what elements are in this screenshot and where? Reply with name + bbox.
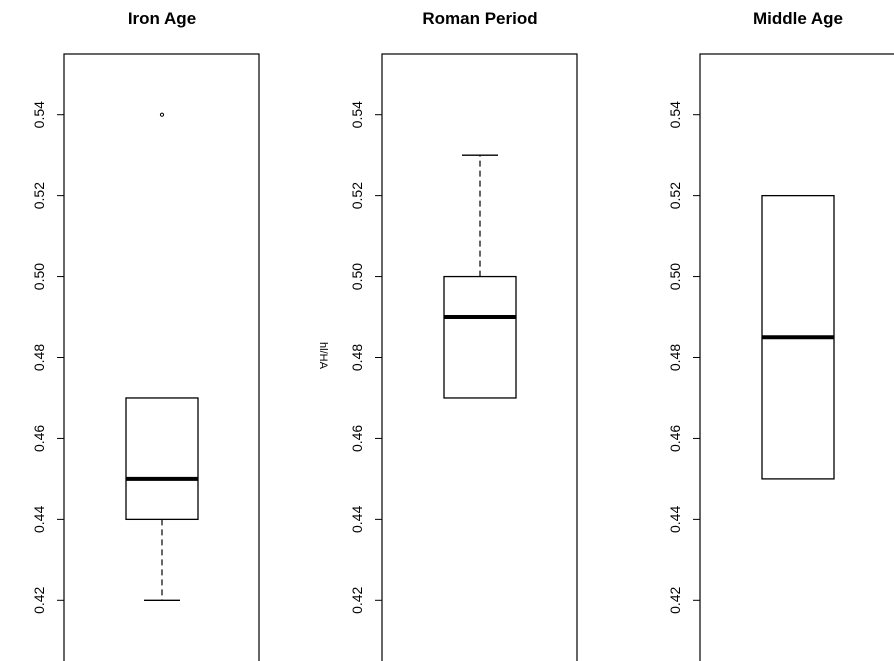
plot-frame — [381, 53, 578, 661]
panel-1: Iron Age 0.42 0.44 0.46 0.48 0.50 0.52 0.54 — [31, 9, 260, 661]
panel-3: Middle Age 0.42 0.44 0.46 0.48 0.50 0.52 0.54 — [667, 9, 894, 661]
y-tick-label: 0.46 — [31, 425, 47, 452]
y-tick-label: 0.50 — [667, 263, 683, 290]
y-tick-label: 0.52 — [349, 182, 365, 209]
y-tick-label: 0.54 — [31, 101, 47, 128]
y-tick-label: 0.46 — [349, 425, 365, 452]
y-tick-label: 0.52 — [667, 182, 683, 209]
y-tick-label: 0.42 — [31, 586, 47, 613]
y-tick-label: 0.42 — [349, 586, 365, 613]
y-tick-label: 0.48 — [31, 344, 47, 371]
outlier-point — [159, 112, 165, 117]
panel-title: Roman Period — [422, 9, 537, 28]
y-tick-label: 0.44 — [349, 506, 365, 533]
y-axis-label: hl/HA — [317, 342, 329, 370]
y-tick-label: 0.44 — [31, 506, 47, 533]
y-tick-label: 0.54 — [349, 101, 365, 128]
y-tick-label: 0.48 — [667, 344, 683, 371]
plot-frame — [63, 53, 260, 661]
panel-title: Middle Age — [753, 9, 843, 28]
panel-title: Iron Age — [128, 9, 196, 28]
y-tick-label: 0.50 — [31, 263, 47, 290]
y-tick-label: 0.46 — [667, 425, 683, 452]
panel-2: Roman Period 0.42 0.44 0.46 0.48 0.50 0.52 0.54… — [317, 9, 578, 661]
y-tick-label: 0.42 — [667, 586, 683, 613]
box — [443, 275, 517, 399]
y-tick-label: 0.52 — [31, 182, 47, 209]
y-tick-label: 0.44 — [667, 506, 683, 533]
box — [125, 397, 199, 521]
y-tick-label: 0.48 — [349, 344, 365, 371]
plot-frame — [699, 53, 894, 661]
y-tick-label: 0.54 — [667, 101, 683, 128]
y-tick-label: 0.50 — [349, 263, 365, 290]
